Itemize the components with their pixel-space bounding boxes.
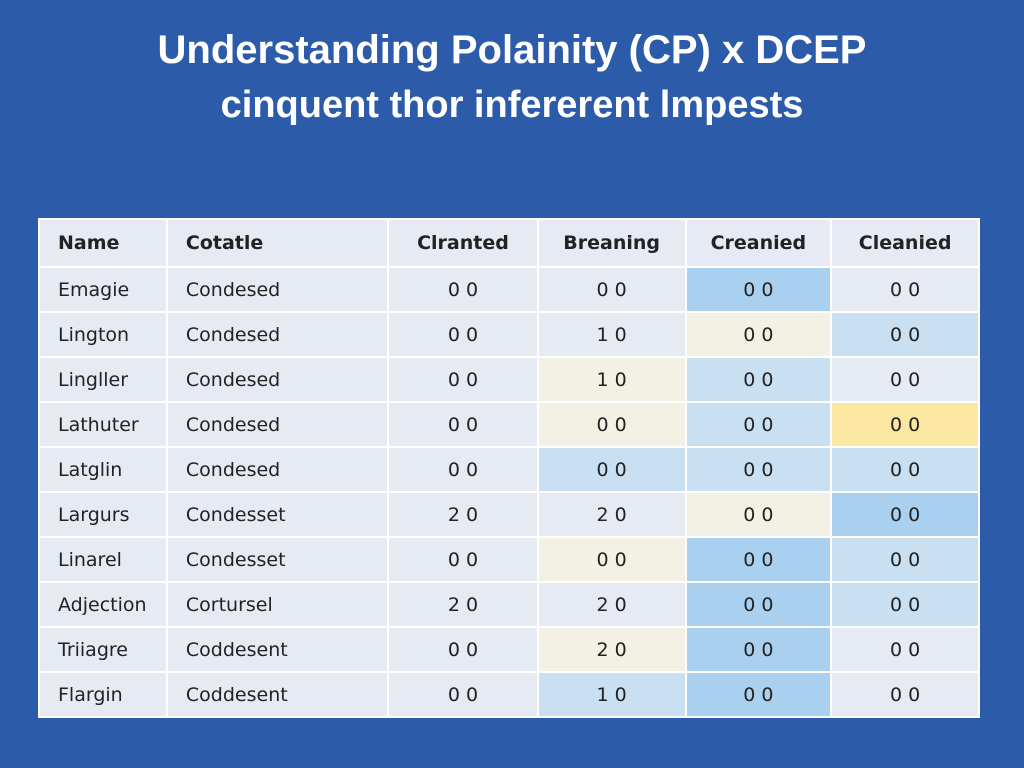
table-cell: 0 0 (830, 581, 980, 628)
table-cell: 2 0 (536, 581, 687, 628)
table-cell: Condesed (165, 446, 390, 493)
table-cell: Condesed (165, 356, 390, 403)
table-cell: 1 0 (536, 356, 687, 403)
table-cell: 0 0 (387, 266, 539, 313)
table-cell: 0 0 (387, 446, 539, 493)
table-cell: 1 0 (536, 311, 687, 358)
column-header: Breaning (536, 218, 687, 268)
table-cell: Condesset (165, 536, 390, 583)
table-cell: Condesed (165, 401, 390, 448)
table-cell: Triiagre (38, 626, 168, 673)
table-cell: Adjection (38, 581, 168, 628)
column-header: Cleanied (830, 218, 980, 268)
table-cell: 0 0 (830, 446, 980, 493)
table-cell: 0 0 (830, 311, 980, 358)
table-cell: 2 0 (387, 491, 539, 538)
table-cell: 0 0 (684, 536, 833, 583)
table-cell: Flargin (38, 671, 168, 718)
table-cell: 2 0 (536, 626, 687, 673)
data-table: Name Cotatle Clranted Breaning Creanied Clean… (38, 218, 980, 718)
table-cell: 0 0 (830, 491, 980, 538)
table-cell: 0 0 (684, 491, 833, 538)
table-cell: 2 0 (536, 491, 687, 538)
table-cell: 0 0 (387, 401, 539, 448)
table-cell: 0 0 (536, 266, 687, 313)
table-cell: 0 0 (536, 536, 687, 583)
table-cell: 0 0 (387, 626, 539, 673)
table-cell: 0 0 (684, 266, 833, 313)
table-cell: 2 0 (387, 581, 539, 628)
table-cell: 0 0 (536, 446, 687, 493)
table-cell: Latglin (38, 446, 168, 493)
table-cell: Condesed (165, 311, 390, 358)
header-row: Name Cotatle Clranted Breaning Creanied Clean… (38, 218, 980, 268)
table-cell: 0 0 (684, 446, 833, 493)
table-cell: 0 0 (684, 311, 833, 358)
table-cell: Condesed (165, 266, 390, 313)
table-cell: Emagie (38, 266, 168, 313)
column-header: Cotatle (165, 218, 390, 268)
table-cell: Largurs (38, 491, 168, 538)
table-cell: 0 0 (830, 536, 980, 583)
table-cell: 0 0 (387, 311, 539, 358)
table-cell: 0 0 (684, 626, 833, 673)
table-cell: Lathuter (38, 401, 168, 448)
table-cell: 0 0 (830, 671, 980, 718)
table-cell: Linarel (38, 536, 168, 583)
table-cell: 0 0 (830, 401, 980, 448)
table-cell: 0 0 (684, 401, 833, 448)
table-cell: Cortursel (165, 581, 390, 628)
table-cell: 0 0 (684, 581, 833, 628)
table-cell: 0 0 (684, 356, 833, 403)
table-cell: 0 0 (387, 356, 539, 403)
table-cell: Condesset (165, 491, 390, 538)
table-cell: 1 0 (536, 671, 687, 718)
column-header: Creanied (684, 218, 833, 268)
table-cell: 0 0 (387, 536, 539, 583)
table-cell: 0 0 (387, 671, 539, 718)
table-cell: Coddesent (165, 626, 390, 673)
table-cell: Lingller (38, 356, 168, 403)
subtitle: cinquent thor infererent lmpests (220, 84, 804, 126)
column-header: Clranted (387, 218, 539, 268)
title: Understanding Polainity (CP) x DCEP (157, 28, 867, 72)
table-cell: 0 0 (830, 626, 980, 673)
table-cell: Coddesent (165, 671, 390, 718)
table-cell: 0 0 (830, 266, 980, 313)
column-header: Name (38, 218, 168, 268)
table-cell: 0 0 (684, 671, 833, 718)
table-cell: 0 0 (830, 356, 980, 403)
table-cell: 0 0 (536, 401, 687, 448)
table-cell: Lington (38, 311, 168, 358)
